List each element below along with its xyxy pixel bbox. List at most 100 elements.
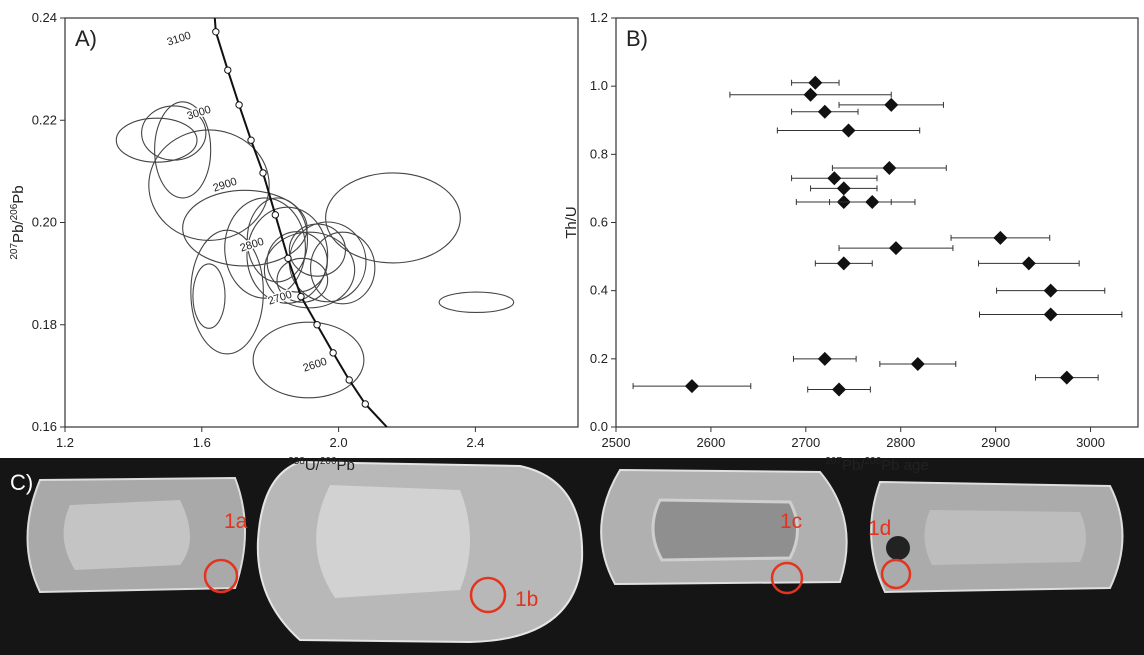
error-ellipse xyxy=(438,291,515,314)
axis-label: Th/U xyxy=(563,206,580,239)
y-tick-label: 0.4 xyxy=(590,283,608,298)
analysis-spot xyxy=(770,561,804,595)
data-point xyxy=(836,181,851,196)
y-tick-label: 0.16 xyxy=(32,419,57,434)
x-tick-label: 1.6 xyxy=(193,435,211,450)
axis-label-superscript: 207 xyxy=(9,243,20,260)
y-tick-label: 0.0 xyxy=(590,419,608,434)
axis-label-superscript: 206 xyxy=(864,456,881,467)
error-ellipse xyxy=(288,223,346,277)
axis-label-text: U/ xyxy=(305,457,321,474)
age-label: 2700 xyxy=(267,289,294,308)
grain-core xyxy=(63,500,190,570)
axis-label-text: Pb/ xyxy=(10,220,27,243)
axis-label-superscript: 206 xyxy=(320,456,337,467)
axis-label: 207Pb/206Pb age xyxy=(825,456,928,474)
y-tick-label: 0.2 xyxy=(590,351,608,366)
concordia-node xyxy=(271,211,280,219)
axis-label-text: Pb xyxy=(337,457,355,474)
axis-label-superscript: 238 xyxy=(288,456,305,467)
x-tick-label: 2800 xyxy=(886,435,915,450)
data-point xyxy=(1043,283,1058,298)
data-point xyxy=(684,379,699,394)
data-point xyxy=(884,97,899,112)
error-ellipse xyxy=(310,231,376,305)
axis-label-superscript: 207 xyxy=(825,456,842,467)
x-tick-label: 2.4 xyxy=(466,435,484,450)
y-tick-label: 1.2 xyxy=(590,10,608,25)
error-ellipse xyxy=(148,129,270,241)
data-point xyxy=(993,230,1008,245)
age-label: 3000 xyxy=(186,104,213,123)
concordia-node xyxy=(259,169,267,177)
data-point xyxy=(836,256,851,271)
x-tick-label: 2.0 xyxy=(330,435,348,450)
analysis-spot xyxy=(469,576,507,614)
data-point xyxy=(817,351,832,366)
data-point xyxy=(1043,307,1058,322)
concordia-node xyxy=(361,400,369,408)
x-tick-label: 2900 xyxy=(981,435,1010,450)
data-point xyxy=(817,104,832,119)
data-point xyxy=(808,75,823,90)
error-ellipse xyxy=(276,257,329,303)
error-ellipse xyxy=(263,231,356,309)
data-point xyxy=(865,195,880,210)
age-label: 2800 xyxy=(239,236,266,255)
concordia-node xyxy=(345,376,353,384)
concordia-curve xyxy=(213,17,388,428)
spot-label: 1b xyxy=(515,588,538,611)
concordia-node xyxy=(212,28,220,36)
analysis-spot xyxy=(880,558,912,590)
analysis-spot xyxy=(203,558,239,594)
error-ellipse xyxy=(325,172,461,264)
axis-label-text: Pb xyxy=(10,185,27,203)
grain-core xyxy=(316,485,470,598)
concordia-node xyxy=(284,254,292,262)
axis-label: 207Pb/206Pb xyxy=(9,185,27,259)
error-ellipse xyxy=(115,117,198,163)
concordia-node xyxy=(329,349,337,357)
panel-label: A) xyxy=(75,26,97,51)
y-tick-label: 0.20 xyxy=(32,215,57,230)
data-point xyxy=(882,160,897,175)
axis-label-text: Pb/ xyxy=(842,457,865,474)
spot-label: 1c xyxy=(780,510,802,533)
error-ellipse xyxy=(252,321,365,399)
concordia-node xyxy=(235,101,243,109)
x-tick-label: 2600 xyxy=(696,435,725,450)
data-point xyxy=(910,356,925,371)
concordia-node xyxy=(297,292,305,301)
panel-label: B) xyxy=(626,26,648,51)
axis-label-superscript: 206 xyxy=(9,203,20,220)
data-point xyxy=(1059,370,1074,385)
panel-label: C) xyxy=(10,470,33,495)
concordia-node xyxy=(313,321,321,329)
concordia-node xyxy=(247,136,255,144)
inclusion xyxy=(886,536,910,560)
grain-core xyxy=(924,510,1086,565)
axis-label: 238U/206Pb xyxy=(288,456,355,474)
error-ellipse xyxy=(224,197,306,299)
y-tick-label: 0.18 xyxy=(32,317,57,332)
data-point xyxy=(803,87,818,102)
data-point xyxy=(827,171,842,186)
data-point xyxy=(841,123,856,138)
y-tick-label: 0.24 xyxy=(32,10,57,25)
data-point xyxy=(832,382,847,397)
spot-label: 1a xyxy=(224,510,248,533)
cl-image-panel: C) 1a 1b 1c 1d xyxy=(0,458,1144,655)
y-tick-label: 0.8 xyxy=(590,146,608,161)
x-tick-label: 2700 xyxy=(791,435,820,450)
concordia-node xyxy=(224,66,232,74)
x-tick-label: 2500 xyxy=(602,435,631,450)
spot-label: 1d xyxy=(868,517,891,540)
error-ellipse xyxy=(192,263,226,329)
error-ellipse xyxy=(154,101,212,199)
y-tick-label: 1.0 xyxy=(590,78,608,93)
error-ellipse xyxy=(182,189,308,267)
y-tick-label: 0.22 xyxy=(32,112,57,127)
x-tick-label: 1.2 xyxy=(56,435,74,450)
plot-frame xyxy=(615,17,1139,428)
